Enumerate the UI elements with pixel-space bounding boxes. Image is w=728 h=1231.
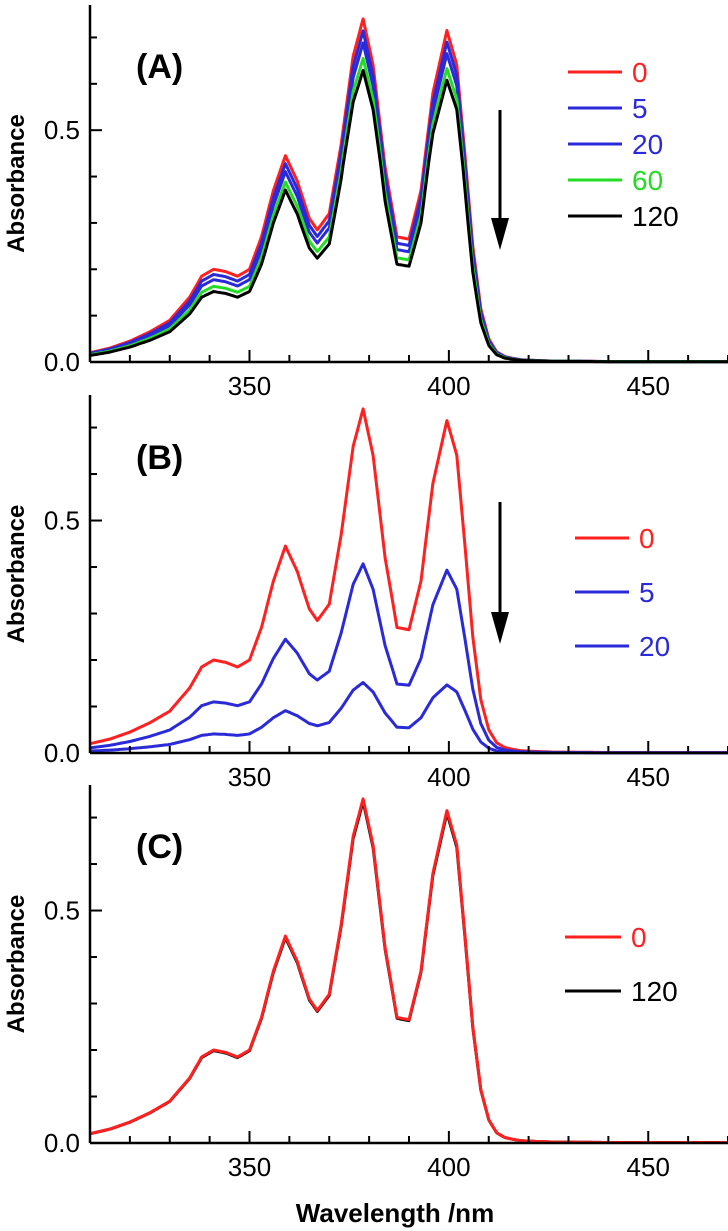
- panel-label: (C): [136, 828, 183, 866]
- x-tick-label: 400: [427, 371, 470, 401]
- down-arrow-icon: [491, 218, 509, 250]
- series-line-0: [89, 797, 728, 1144]
- legend-label-120: 120: [631, 976, 678, 1007]
- y-tick-label: 0.0: [44, 738, 80, 768]
- x-axis-label: Wavelength /nm: [296, 1198, 494, 1228]
- legend-label-20: 20: [639, 631, 670, 662]
- y-tick-label: 0.5: [44, 115, 80, 145]
- legend-label-5: 5: [632, 93, 648, 124]
- legend-label-0: 0: [632, 57, 648, 88]
- x-tick-label: 400: [427, 762, 470, 792]
- x-tick-label: 450: [627, 371, 670, 401]
- legend-label-60: 60: [632, 165, 663, 196]
- x-tick-label: 350: [228, 1152, 271, 1182]
- y-tick-label: 0.5: [44, 896, 80, 926]
- y-tick-label: 0.0: [44, 1128, 80, 1158]
- y-axis-label: Absorbance: [3, 114, 30, 253]
- series-line-0: [89, 407, 728, 754]
- legend-label-20: 20: [632, 129, 663, 160]
- panel-label: (A): [136, 48, 183, 86]
- series-line-120: [89, 799, 728, 1144]
- legend-label-5: 5: [639, 577, 655, 608]
- legend-label-120: 120: [632, 201, 679, 232]
- x-tick-label: 400: [427, 1152, 470, 1182]
- y-tick-label: 0.0: [44, 347, 80, 377]
- legend-label-0: 0: [631, 922, 647, 953]
- panel-label: (B): [136, 439, 183, 477]
- y-tick-label: 0.5: [44, 506, 80, 536]
- series-line-5: [89, 562, 728, 755]
- y-axis-label: Absorbance: [3, 895, 30, 1034]
- down-arrow-icon: [491, 612, 509, 644]
- y-axis-label: Absorbance: [3, 505, 30, 644]
- x-tick-label: 450: [627, 762, 670, 792]
- x-tick-label: 350: [228, 371, 271, 401]
- x-tick-label: 350: [228, 762, 271, 792]
- x-tick-label: 450: [627, 1152, 670, 1182]
- legend-label-0: 0: [639, 523, 655, 554]
